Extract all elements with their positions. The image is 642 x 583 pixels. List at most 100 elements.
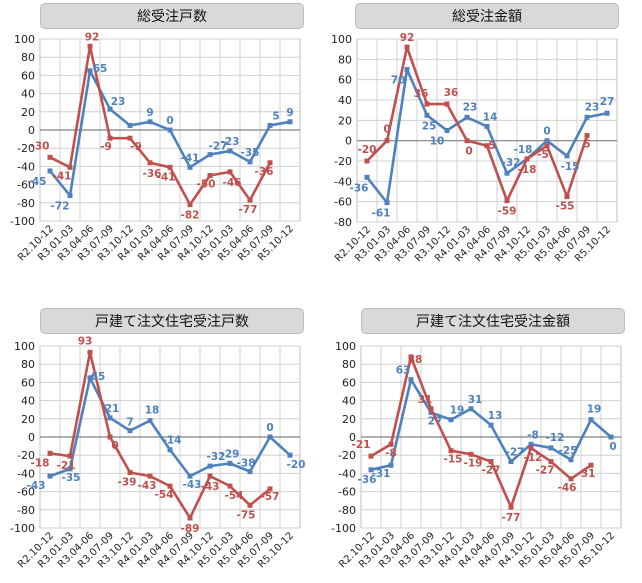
data-label: 23: [585, 101, 600, 113]
data-label: -9: [100, 141, 112, 153]
data-label: 9: [286, 107, 293, 119]
y-tick-label: -20: [17, 449, 35, 462]
data-point: [528, 445, 534, 451]
data-label: 25: [422, 120, 437, 132]
data-point: [544, 143, 550, 149]
data-label: -43: [27, 480, 46, 492]
data-label: -36: [143, 168, 162, 180]
data-point: [47, 473, 53, 479]
y-tick-label: 0: [28, 124, 35, 137]
data-label: -41: [53, 170, 72, 182]
data-label: -21: [352, 439, 371, 451]
data-label: 88: [408, 354, 423, 366]
data-point: [424, 101, 430, 107]
chart-panel-total-amount: 総受注金額 100 80 60 40 20 0 -20 -40 -60 -80 R2.10-12 R3…: [321, 0, 642, 292]
data-point: [87, 349, 93, 355]
data-point: [384, 200, 390, 206]
y-tick-label: 40: [338, 94, 352, 107]
y-tick-label: 80: [21, 51, 35, 64]
data-label: -77: [239, 204, 258, 216]
line-chart: 100806040200-20-40-60-80R2.10-12R3.01-03…: [331, 32, 618, 264]
data-point: [508, 459, 514, 465]
series-line-red: [49, 44, 272, 206]
y-tick-label: 60: [21, 376, 35, 389]
y-tick-label: -40: [338, 467, 356, 480]
data-point: [524, 156, 530, 162]
data-label: -12: [546, 432, 565, 444]
y-tick-label: -60: [334, 196, 352, 209]
data-point: [67, 466, 73, 472]
data-point: [404, 67, 410, 72]
data-point: [404, 44, 410, 50]
data-point: [167, 127, 173, 133]
chart-title: 総受注戸数: [40, 3, 304, 29]
data-point: [207, 152, 213, 158]
data-label: -38: [237, 458, 256, 470]
data-point: [504, 170, 510, 176]
y-tick-label: 20: [342, 413, 356, 426]
data-point: [87, 375, 93, 381]
data-point: [247, 469, 253, 475]
data-label: 70: [391, 75, 406, 87]
data-point: [364, 158, 370, 164]
data-label: 36: [444, 87, 459, 99]
data-label: 5: [583, 139, 590, 151]
data-point: [107, 434, 113, 440]
data-point: [544, 138, 550, 144]
data-point: [187, 473, 193, 479]
data-point: [47, 168, 53, 174]
data-label: -43: [183, 479, 202, 491]
data-point: [564, 194, 570, 200]
data-point: [488, 459, 494, 465]
data-point: [67, 193, 73, 199]
data-point: [147, 418, 153, 424]
data-point: [548, 445, 554, 451]
y-tick-label: 100: [331, 33, 352, 46]
chart-panel-custom-house-units: 戸建て注文住宅受注戸数 100 80 60 40 20 0 -20 -40 -60 -80 -100…: [0, 308, 321, 583]
data-label: 27: [428, 415, 443, 427]
data-point: [107, 106, 113, 112]
data-label: -43: [138, 480, 157, 492]
y-tick-label: 40: [21, 395, 35, 408]
data-point: [267, 122, 273, 128]
data-label: 0: [111, 440, 118, 452]
data-point: [187, 515, 193, 521]
data-point: [287, 452, 293, 458]
chart-title: 戸建て注文住宅受注金額: [361, 308, 625, 334]
data-point: [368, 453, 374, 459]
data-label: -19: [464, 457, 483, 469]
data-label: 21: [105, 403, 120, 415]
data-point: [147, 160, 153, 166]
data-label: 18: [145, 405, 160, 417]
y-tick-label: 0: [28, 431, 35, 444]
data-label: 31: [418, 394, 433, 406]
data-label: 93: [78, 335, 93, 347]
y-tick-label: 20: [338, 114, 352, 127]
data-point: [247, 159, 253, 165]
y-tick-label: -80: [338, 504, 356, 517]
data-point: [464, 138, 470, 144]
data-label: -15: [561, 161, 580, 173]
data-label: 27: [600, 96, 615, 108]
data-point: [207, 173, 213, 178]
data-point: [464, 114, 470, 120]
data-label: -82: [181, 210, 200, 222]
series-line-red: [366, 45, 589, 202]
data-point: [127, 122, 133, 128]
data-point: [167, 483, 173, 489]
data-label: -18: [518, 164, 537, 176]
data-point: [388, 462, 394, 468]
chart-panel-custom-house-amount: 戸建て注文住宅受注金額 100 80 60 40 20 0 -20 -40 -60 -80 -100…: [321, 308, 642, 583]
data-point: [67, 453, 73, 459]
data-point: [484, 143, 490, 149]
data-point: [207, 473, 213, 479]
data-label: 0: [266, 422, 273, 434]
data-label: -8: [527, 429, 539, 441]
y-tick-label: 60: [342, 376, 356, 389]
data-label: -29: [221, 448, 240, 460]
data-point: [584, 133, 590, 139]
data-point: [444, 101, 450, 107]
data-point: [364, 174, 370, 180]
data-label: -27: [209, 141, 228, 153]
data-label: -41: [181, 152, 200, 164]
